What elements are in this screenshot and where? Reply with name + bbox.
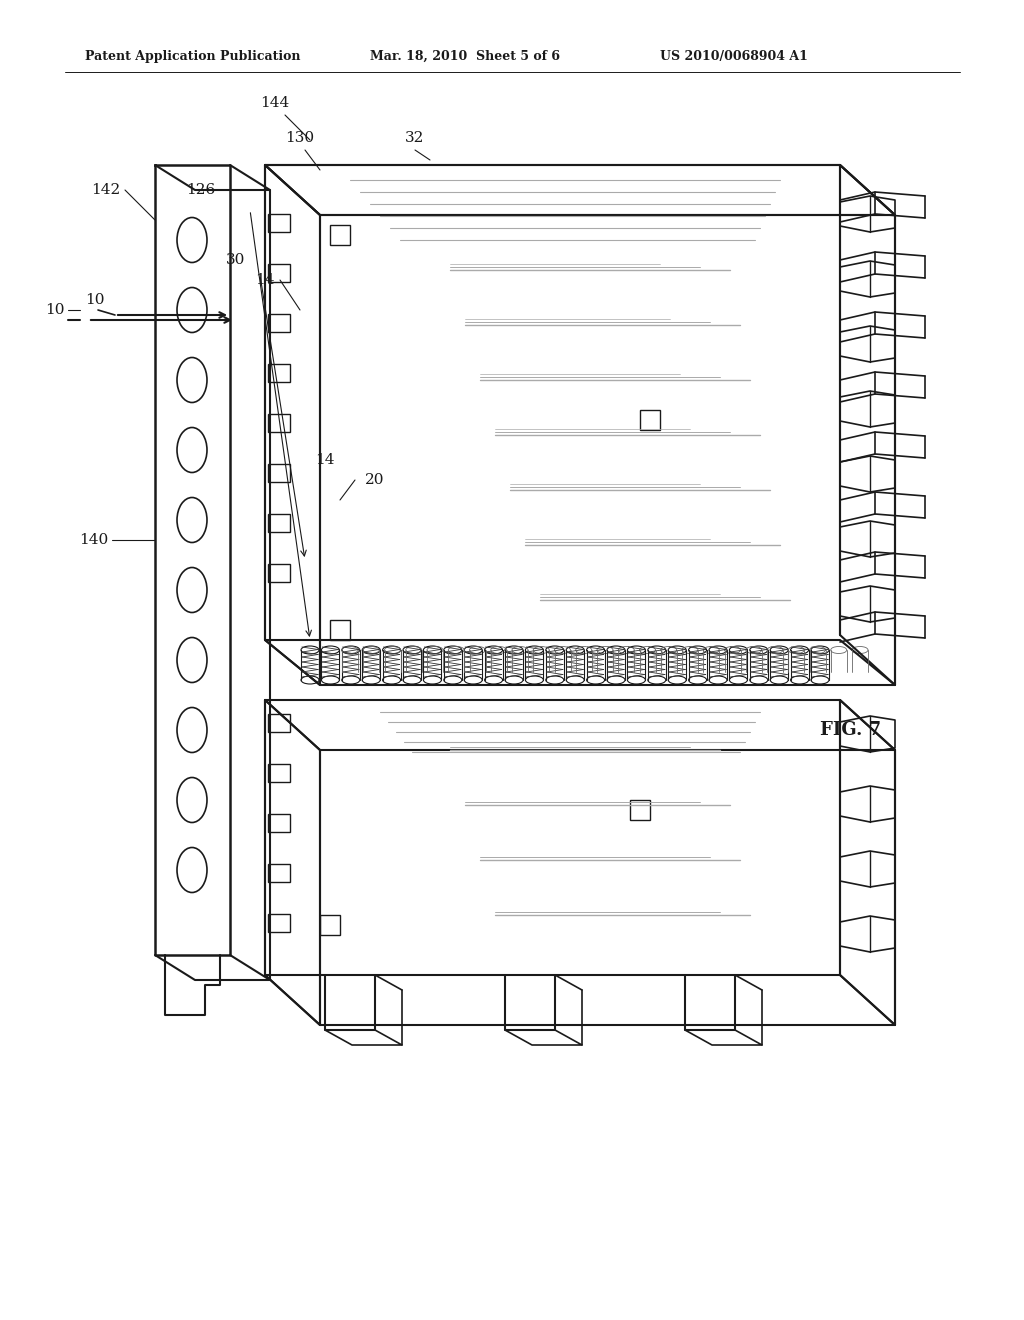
Bar bbox=[268, 865, 290, 882]
Bar bbox=[268, 314, 290, 333]
Text: 14: 14 bbox=[315, 453, 335, 467]
Text: 144: 144 bbox=[260, 96, 290, 110]
Text: 140: 140 bbox=[79, 533, 108, 546]
Bar bbox=[268, 364, 290, 381]
Text: 32: 32 bbox=[406, 131, 425, 145]
Text: FIG. 7: FIG. 7 bbox=[820, 721, 881, 739]
Bar bbox=[330, 224, 350, 246]
Bar bbox=[630, 800, 650, 820]
Bar bbox=[268, 814, 290, 832]
Bar bbox=[268, 513, 290, 532]
Bar bbox=[268, 465, 290, 482]
Bar bbox=[268, 564, 290, 582]
Bar bbox=[330, 620, 350, 640]
Text: Patent Application Publication: Patent Application Publication bbox=[85, 50, 300, 63]
Text: US 2010/0068904 A1: US 2010/0068904 A1 bbox=[660, 50, 808, 63]
Text: Mar. 18, 2010  Sheet 5 of 6: Mar. 18, 2010 Sheet 5 of 6 bbox=[370, 50, 560, 63]
Bar bbox=[319, 915, 340, 935]
Bar bbox=[268, 913, 290, 932]
Text: 126: 126 bbox=[185, 183, 215, 197]
Bar bbox=[268, 764, 290, 781]
Text: 14: 14 bbox=[256, 273, 275, 286]
Bar bbox=[268, 214, 290, 232]
Text: 20: 20 bbox=[365, 473, 384, 487]
Bar bbox=[268, 264, 290, 282]
Text: 10: 10 bbox=[45, 304, 65, 317]
Text: 142: 142 bbox=[91, 183, 120, 197]
Text: 130: 130 bbox=[286, 131, 314, 145]
Text: 30: 30 bbox=[225, 253, 245, 267]
Text: 10: 10 bbox=[85, 293, 104, 308]
Bar bbox=[268, 714, 290, 733]
Bar bbox=[268, 414, 290, 432]
Bar bbox=[640, 411, 660, 430]
